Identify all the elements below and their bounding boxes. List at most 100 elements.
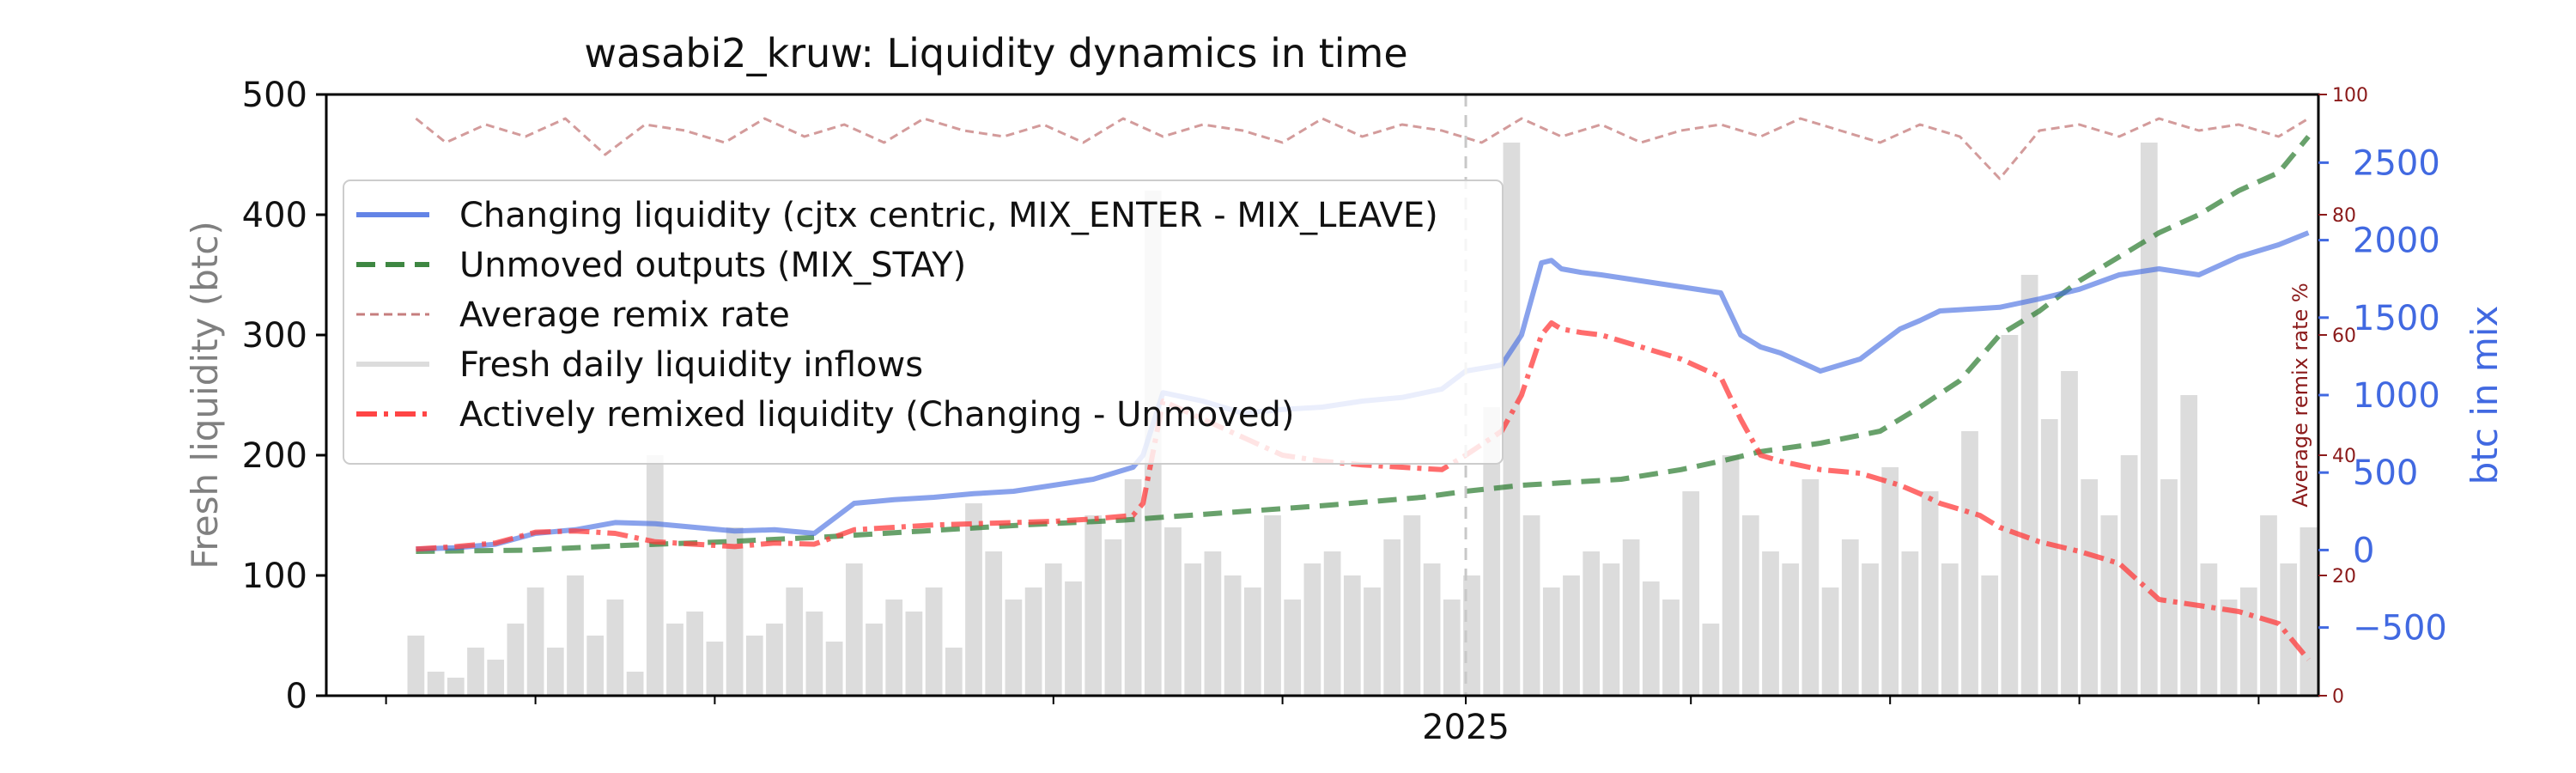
x-tick-label: 2025 [1422, 708, 1510, 747]
right-tick-label: 2500 [2353, 143, 2440, 183]
fresh-bar [2061, 371, 2078, 696]
fresh-bar [1542, 587, 1560, 696]
fresh-bar [885, 600, 903, 696]
legend-box [343, 180, 1504, 465]
fresh-bar [1005, 600, 1023, 696]
legend: Changing liquidity (cjtx centric, MIX_EN… [343, 180, 1504, 465]
fresh-bar [646, 455, 664, 696]
fresh-bar [726, 527, 744, 696]
remix-axis-label: Average remix rate % [2288, 283, 2312, 507]
series-line-unmoved [416, 135, 2311, 554]
fresh-bar [626, 672, 644, 696]
left-tick-label: 300 [242, 316, 307, 356]
fresh-bar [427, 672, 445, 696]
fresh-bar [2040, 419, 2058, 696]
fresh-bar [666, 624, 683, 696]
remix-tick-label: 0 [2332, 686, 2344, 708]
fresh-bar [1801, 479, 1820, 696]
fresh-bar [1642, 581, 1660, 696]
fresh-bar [1164, 527, 1182, 696]
fresh-bar [1483, 407, 1501, 696]
fresh-bar [1921, 491, 1939, 696]
fresh-bar [487, 660, 505, 696]
left-tick-label: 500 [242, 76, 307, 115]
fresh-bar [1403, 515, 1421, 696]
chart-title: wasabi2_kruw: Liquidity dynamics in time [584, 30, 1407, 76]
fresh-bar [2020, 275, 2038, 696]
fresh-bar [2100, 515, 2118, 696]
fresh-bar [1881, 467, 1899, 696]
fresh-bar [1323, 551, 1341, 696]
legend-label-fresh: Fresh daily liquidity inflows [459, 345, 923, 385]
fresh-bar [407, 636, 425, 696]
fresh-bar [567, 575, 584, 696]
left-tick-label: 0 [286, 677, 307, 716]
series-line-remix [415, 117, 2310, 180]
fresh-bar [2180, 395, 2198, 696]
fresh-bar [1741, 515, 1759, 696]
fresh-bar [1901, 551, 1919, 696]
left-tick-label: 200 [242, 436, 307, 476]
x-axis-ticks: 2025 [385, 696, 2260, 747]
fresh-bar [2200, 563, 2218, 696]
right-tick-label: 2000 [2353, 222, 2440, 261]
fresh-bar [1204, 551, 1222, 696]
fresh-bar [2300, 527, 2318, 696]
fresh-bar [1463, 575, 1480, 696]
fresh-bar [925, 587, 943, 696]
legend-label-unmoved: Unmoved outputs (MIX_STAY) [459, 246, 966, 285]
fresh-bar [965, 503, 982, 696]
fresh-bar [905, 612, 923, 696]
fresh-bar [1702, 624, 1720, 696]
fresh-bar [1264, 515, 1281, 696]
left-axis-ticks: 0 100 200 300 400 500 [242, 76, 326, 716]
fresh-bar [2140, 143, 2158, 696]
fresh-bar [985, 551, 1003, 696]
remix-tick-label: 100 [2332, 85, 2368, 107]
left-axis-label: Fresh liquidity (btc) [184, 221, 226, 569]
fresh-bar [2160, 479, 2178, 696]
fresh-bar [1443, 600, 1461, 696]
remix-tick-label: 20 [2332, 566, 2356, 587]
remix-tick-label: 60 [2332, 326, 2356, 347]
fresh-bar [1503, 143, 1521, 696]
fresh-bar [1722, 455, 1740, 696]
fresh-bar [507, 624, 525, 696]
fresh-bar [1423, 563, 1441, 696]
fresh-bar [606, 600, 624, 696]
legend-items: Changing liquidity (cjtx centric, MIX_EN… [356, 196, 1438, 435]
fresh-bar [1065, 581, 1082, 696]
fresh-bar [447, 678, 465, 696]
fresh-bar [1782, 563, 1800, 696]
fresh-bar [786, 587, 804, 696]
fresh-bar [766, 624, 783, 696]
fresh-bar [2220, 600, 2238, 696]
remix-axis-ticks: 0 20 40 60 80 100 [2318, 85, 2368, 708]
fresh-bar [1602, 563, 1620, 696]
left-tick-label: 400 [242, 196, 307, 235]
fresh-bar [1941, 563, 1959, 696]
right-tick-label: 1000 [2353, 376, 2440, 416]
fresh-bar [1243, 587, 1261, 696]
right-tick-label: 500 [2353, 453, 2418, 493]
fresh-bar [745, 636, 763, 696]
right-tick-label: 1500 [2353, 299, 2440, 338]
fresh-bar [866, 624, 883, 696]
fresh-bar [1981, 575, 1999, 696]
fresh-bar [945, 648, 963, 696]
fresh-bar [825, 642, 843, 696]
legend-label-remixed: Actively remixed liquidity (Changing - U… [459, 395, 1295, 435]
fresh-bar [2280, 563, 2298, 696]
right-tick-label: 0 [2353, 531, 2374, 570]
fresh-bar [1563, 575, 1580, 696]
fresh-bar [1662, 600, 1680, 696]
fresh-bar [1024, 587, 1042, 696]
right-tick-label: −500 [2353, 609, 2447, 648]
fresh-bar [1522, 515, 1540, 696]
fresh-bar [526, 587, 544, 696]
fresh-bar [1184, 563, 1202, 696]
fresh-bar [1583, 551, 1601, 696]
fresh-bar [586, 636, 605, 696]
fresh-bar [1682, 491, 1700, 696]
right-axis-label: btc in mix [2464, 306, 2506, 485]
